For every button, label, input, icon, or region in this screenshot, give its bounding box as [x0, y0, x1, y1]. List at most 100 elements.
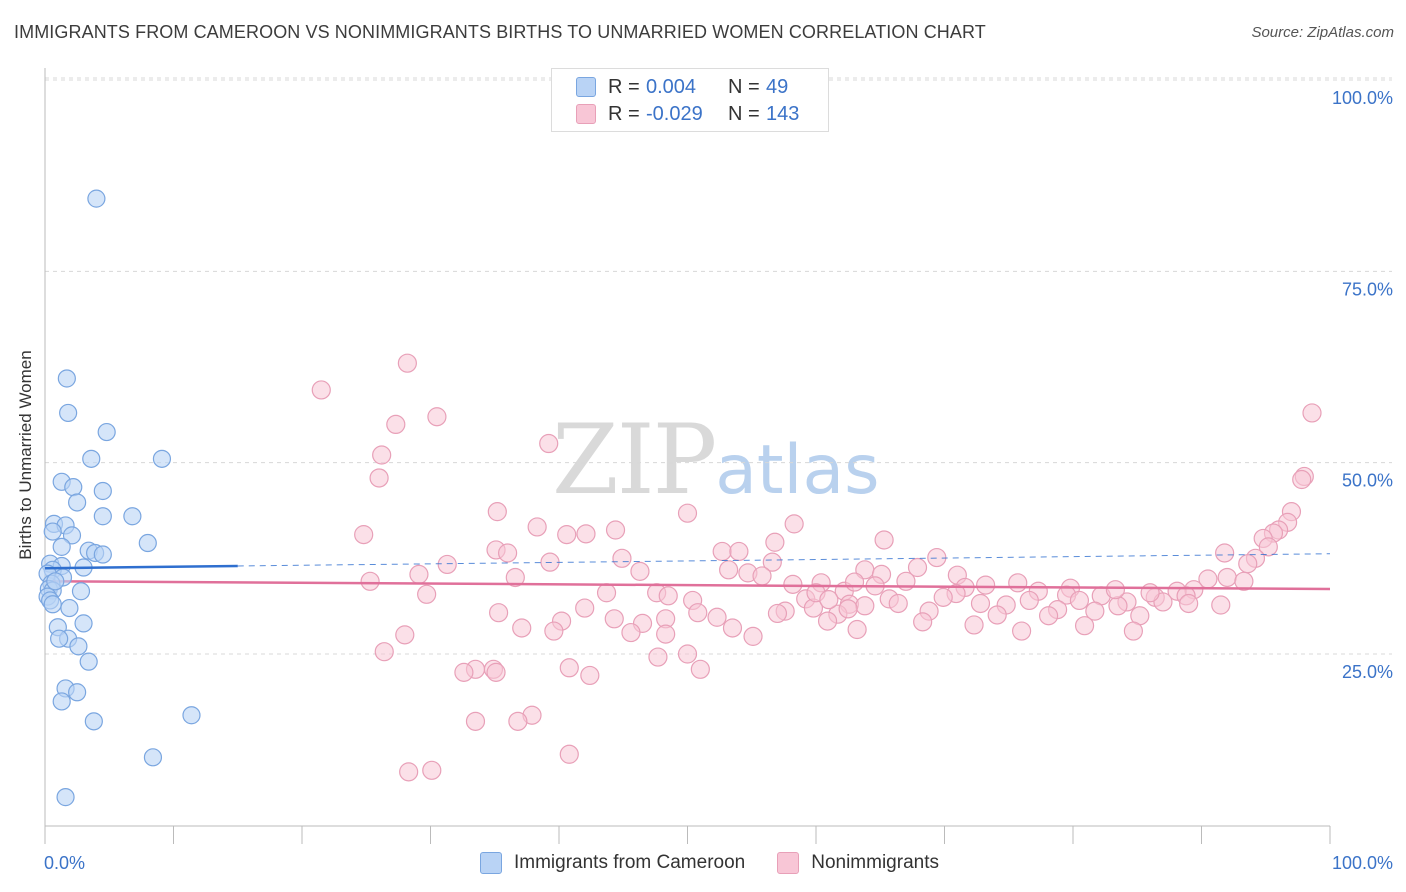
- cameroon-point: [50, 629, 69, 648]
- nonimmigrant-point: [783, 574, 803, 594]
- nonimmigrant-point: [1085, 601, 1105, 621]
- nonimmigrant-point: [819, 590, 839, 610]
- cameroon-point: [93, 481, 112, 501]
- nonimmigrant-point: [1038, 606, 1059, 626]
- watermark-zip: ZIP: [552, 404, 717, 516]
- r-value: -0.029: [646, 102, 703, 125]
- nonimmigrant-point: [1258, 537, 1278, 557]
- cameroon-point: [74, 614, 93, 633]
- nonimmigrant-point: [427, 407, 447, 427]
- nonimmigrant-point: [544, 621, 564, 641]
- nonimmigrant-point: [498, 543, 518, 563]
- y-tick-label: 50.0%: [1342, 471, 1393, 491]
- pink-swatch: [777, 852, 800, 874]
- nonimmigrant-point: [454, 662, 474, 682]
- cameroon-point: [82, 449, 101, 468]
- nonimmigrant-point: [508, 711, 528, 731]
- nonimmigrant-point: [1019, 590, 1039, 611]
- nonimmigrant-point: [559, 744, 579, 764]
- nonimmigrant-point: [688, 603, 708, 623]
- nonimmigrant-point: [489, 603, 509, 623]
- nonimmigrant-point: [621, 622, 641, 643]
- nonimmigrant-point: [874, 530, 894, 550]
- nonimmigrant-point: [1008, 573, 1028, 593]
- nonimmigrant-point: [817, 611, 838, 631]
- cameroon-point: [52, 537, 71, 556]
- y-tick-label: 75.0%: [1342, 279, 1393, 299]
- nonimmigrant-point: [354, 525, 374, 545]
- nonimmigrant-trend-line: [44, 580, 1331, 591]
- nonimmigrant-point: [907, 557, 928, 578]
- nonimmigrant-point: [575, 598, 595, 618]
- cameroon-point: [57, 369, 76, 388]
- nonimmigrant-point: [374, 642, 394, 662]
- nonimmigrant-point: [612, 548, 632, 568]
- cameroon-point: [93, 545, 112, 564]
- nonimmigrant-point: [976, 575, 996, 595]
- legend-item-nonimmigrants: Nonimmigrants: [777, 852, 939, 874]
- nonimmigrant-point: [596, 583, 617, 603]
- x-tick-label: 0.0%: [44, 853, 85, 873]
- nonimmigrant-point: [987, 605, 1007, 625]
- cameroon-point: [71, 582, 91, 601]
- cameroon-point: [123, 507, 142, 526]
- cameroon-point: [143, 748, 163, 767]
- nonimmigrant-point: [656, 624, 676, 644]
- nonimmigrant-point: [722, 618, 743, 638]
- cameroon-trend-extension: [237, 553, 1331, 567]
- nonimmigrant-point: [719, 560, 739, 580]
- nonimmigrant-point: [927, 547, 947, 568]
- nonimmigrant-point: [1069, 590, 1090, 611]
- nonimmigrant-point: [690, 659, 710, 679]
- cameroon-point: [79, 652, 98, 671]
- y-axis-label: Births to Unmarried Women: [16, 350, 35, 560]
- y-tick-label: 25.0%: [1342, 662, 1393, 682]
- nonimmigrant-point: [311, 380, 331, 400]
- nonimmigrant-point: [437, 554, 457, 575]
- nonimmigrant-point: [752, 566, 772, 586]
- n-value: 49: [766, 75, 789, 98]
- nonimmigrant-point: [855, 596, 875, 616]
- nonimmigrant-point: [1105, 580, 1126, 600]
- pink-swatch: [576, 104, 596, 124]
- cameroon-point: [68, 683, 87, 702]
- nonimmigrant-point: [557, 525, 577, 545]
- nonimmigrant-point: [677, 644, 698, 664]
- blue-swatch: [576, 77, 596, 97]
- cameroon-point: [62, 526, 82, 545]
- cameroon-point: [97, 422, 116, 442]
- y-tick-label: 100.0%: [1332, 88, 1393, 108]
- nonimmigrant-point: [847, 619, 867, 640]
- nonimmigrant-point: [417, 584, 437, 604]
- nonimmigrant-point: [844, 572, 865, 592]
- cameroon-point: [87, 189, 106, 208]
- cameroon-point: [43, 522, 62, 541]
- legend-row-nonimmigrants: R = -0.029 N = 143: [576, 102, 799, 126]
- source-label: Source: ZipAtlas.com: [1251, 24, 1394, 41]
- nonimmigrant-point: [1238, 554, 1258, 574]
- watermark-atlas: atlas: [715, 431, 880, 510]
- chart-title: IMMIGRANTS FROM CAMEROON VS NONIMMIGRANT…: [14, 22, 986, 42]
- nonimmigrant-point: [369, 468, 389, 488]
- nonimmigrant-point: [399, 762, 419, 782]
- nonimmigrant-point: [605, 520, 626, 540]
- nonimmigrant-point: [630, 561, 650, 581]
- nonimmigrant-point: [409, 564, 429, 585]
- nonimmigrant-point: [527, 517, 547, 537]
- n-label: N =: [728, 102, 760, 125]
- nonimmigrant-point: [372, 445, 392, 465]
- nonimmigrant-point: [1292, 469, 1312, 490]
- n-label: N =: [728, 75, 760, 98]
- n-value: 143: [766, 102, 800, 125]
- nonimmigrant-point: [933, 587, 953, 607]
- nonimmigrant-point: [1234, 571, 1254, 591]
- cameroon-point: [46, 572, 65, 591]
- nonimmigrant-point: [784, 514, 804, 534]
- nonimmigrant-point: [465, 711, 486, 731]
- nonimmigrant-point: [964, 615, 984, 635]
- nonimmigrant-point: [397, 353, 417, 373]
- r-label: R =: [608, 102, 640, 125]
- cameroon-point: [138, 533, 157, 553]
- nonimmigrant-point: [1215, 543, 1235, 563]
- cameroon-point: [84, 712, 103, 731]
